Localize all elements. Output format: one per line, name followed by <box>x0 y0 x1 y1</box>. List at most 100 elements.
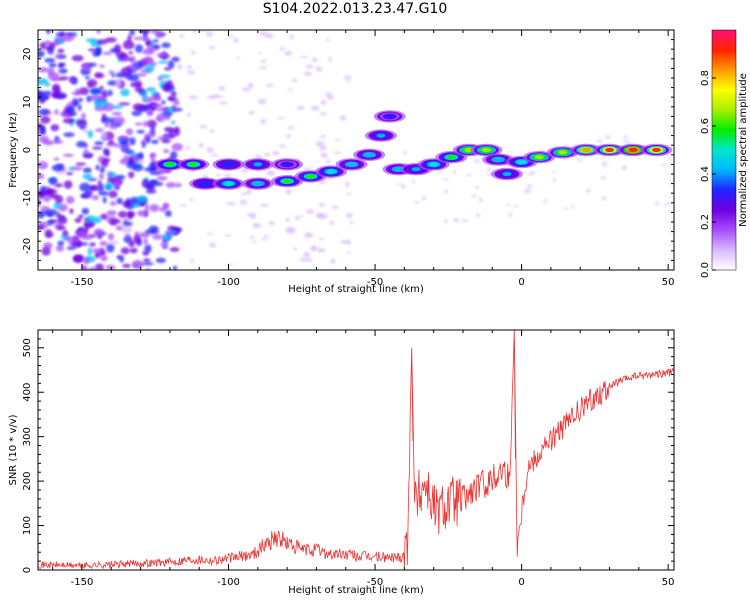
ridge-segment <box>253 181 263 186</box>
noise-speckle <box>304 71 313 76</box>
noise-speckle <box>250 213 257 219</box>
noise-speckle <box>97 96 105 102</box>
noise-speckle <box>135 44 144 53</box>
y-tick-label: 400 <box>22 383 33 402</box>
noise-speckle <box>478 197 483 202</box>
noise-speckle <box>48 176 58 186</box>
noise-speckle <box>57 48 65 54</box>
noise-speckle <box>199 125 208 129</box>
noise-speckle <box>315 212 323 218</box>
noise-speckle <box>320 100 327 105</box>
noise-speckle <box>57 240 65 246</box>
noise-speckle <box>279 46 285 51</box>
ridge-segment <box>628 147 638 153</box>
noise-speckle <box>346 192 352 195</box>
noise-speckle <box>152 45 161 49</box>
noise-speckle <box>171 143 184 151</box>
noise-speckle <box>333 151 342 154</box>
noise-speckle <box>149 153 155 160</box>
ridge-segment <box>517 159 527 165</box>
noise-speckle <box>297 105 305 110</box>
noise-speckle <box>142 48 155 55</box>
noise-speckle <box>88 62 97 67</box>
noise-speckle <box>40 116 51 124</box>
noise-speckle <box>111 73 116 78</box>
x-tick-label: -150 <box>71 577 94 588</box>
noise-speckle <box>155 30 164 39</box>
noise-speckle <box>122 40 135 50</box>
noise-speckle <box>506 203 511 207</box>
noise-speckle <box>93 228 104 236</box>
noise-speckle <box>56 225 66 231</box>
noise-speckle <box>305 64 314 69</box>
noise-speckle <box>595 139 603 143</box>
noise-speckle <box>106 243 115 253</box>
noise-speckle <box>335 139 340 142</box>
noise-speckle <box>119 255 125 263</box>
noise-speckle <box>268 220 275 226</box>
noise-speckle <box>59 76 69 81</box>
noise-speckle <box>242 87 251 92</box>
noise-speckle <box>315 141 325 147</box>
noise-speckle <box>444 219 448 224</box>
noise-speckle <box>461 219 469 223</box>
noise-speckle <box>101 113 107 122</box>
noise-speckle <box>257 99 267 105</box>
noise-speckle <box>163 148 170 154</box>
noise-speckle <box>413 200 420 204</box>
noise-speckle <box>209 129 215 134</box>
noise-speckle <box>170 90 177 98</box>
noise-speckle <box>465 174 472 177</box>
ridge-segment <box>282 162 292 167</box>
noise-speckle <box>160 241 168 248</box>
noise-speckle <box>116 197 123 205</box>
noise-speckle <box>188 95 198 100</box>
noise-speckle <box>486 167 492 172</box>
noise-speckle <box>267 170 275 177</box>
y-tick-label: 200 <box>22 472 33 491</box>
noise-speckle <box>62 153 75 158</box>
noise-speckle <box>150 95 162 102</box>
noise-speckle <box>104 122 110 128</box>
ridge-segment <box>605 147 615 153</box>
noise-speckle <box>318 145 327 151</box>
noise-speckle <box>260 59 267 64</box>
noise-speckle <box>266 83 274 88</box>
x-tick-label: 50 <box>662 277 675 288</box>
y-tick-label: 300 <box>22 427 33 446</box>
noise-speckle <box>178 204 187 207</box>
noise-speckle <box>215 173 221 177</box>
spectrogram-x-axis-label: Height of straight line (km) <box>288 284 424 295</box>
noise-speckle <box>91 146 103 150</box>
noise-speckle <box>57 62 67 67</box>
snr-y-axis-label: SNR (10 * v/v) <box>8 414 19 485</box>
noise-speckle <box>91 194 100 201</box>
noise-speckle <box>226 201 236 206</box>
noise-speckle <box>89 184 100 191</box>
noise-speckle <box>211 94 220 99</box>
y-tick-label: -20 <box>22 238 33 254</box>
ridge-segment <box>446 155 456 160</box>
noise-speckle <box>121 225 133 234</box>
noise-speckle <box>207 232 213 235</box>
noise-speckle <box>91 248 103 254</box>
noise-speckle <box>100 255 108 262</box>
noise-speckle <box>73 254 85 263</box>
snr-frame <box>37 329 675 571</box>
noise-speckle <box>54 194 64 204</box>
noise-speckle <box>306 209 314 214</box>
noise-speckle <box>44 229 53 239</box>
noise-speckle <box>129 247 138 254</box>
noise-speckle <box>38 94 49 101</box>
noise-speckle <box>601 161 608 167</box>
noise-speckle <box>326 38 330 42</box>
noise-speckle <box>132 202 141 208</box>
noise-speckle <box>133 36 145 41</box>
noise-speckle <box>51 83 60 93</box>
noise-speckle <box>82 167 92 174</box>
noise-speckle <box>45 188 58 195</box>
noise-speckle <box>167 60 175 69</box>
noise-speckle <box>530 170 535 175</box>
figure-title: S104.2022.013.23.47.G10 <box>262 1 448 17</box>
noise-speckle <box>99 64 106 68</box>
